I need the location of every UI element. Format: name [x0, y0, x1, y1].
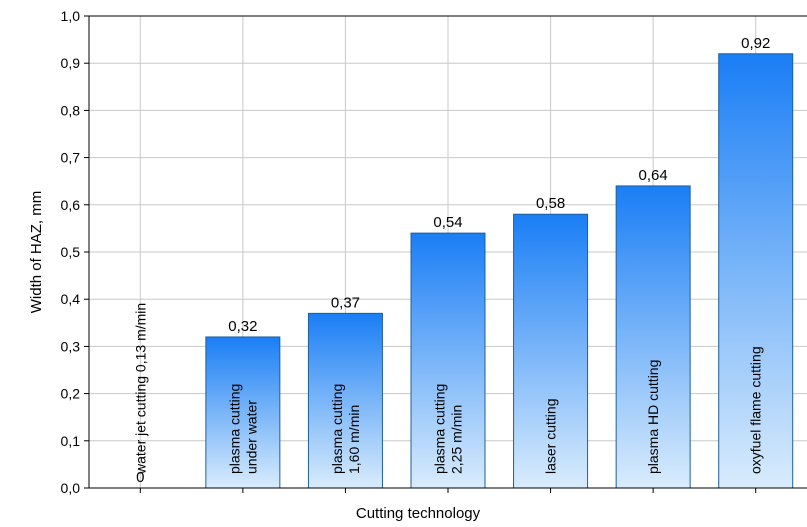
- bar: [513, 213, 589, 489]
- category-label: plasma cutting 1,60 m/min: [329, 384, 362, 474]
- category-label-line: oxyfuel flame cutting: [748, 346, 764, 474]
- y-tick-label: 0,1: [61, 433, 81, 449]
- bar: [718, 53, 794, 489]
- y-tick-label: 0,6: [61, 197, 81, 213]
- y-tick-label: 0,5: [61, 244, 81, 260]
- bar-value-label: 0,64: [639, 167, 668, 184]
- y-tick-label: 0,7: [61, 150, 81, 166]
- category-label-line: plasma cutting: [226, 384, 242, 474]
- category-label: water jet cutting 0,13 m/min: [132, 303, 148, 475]
- x-axis-title: Cutting technology: [356, 505, 481, 522]
- category-label-line: 1,60 m/min: [346, 405, 362, 474]
- bar-value-label: 0,32: [228, 318, 257, 335]
- axes: [84, 15, 807, 493]
- category-label: laser cutting: [543, 399, 559, 474]
- y-tick-label: 0,4: [61, 291, 81, 307]
- bar: [615, 185, 691, 489]
- y-tick-label: 0,8: [61, 102, 81, 118]
- category-label-line: under water: [243, 400, 259, 474]
- bar-value-label: 0,58: [536, 195, 565, 212]
- y-tick-label: 1,0: [61, 8, 81, 24]
- bar-value-label: 0,37: [331, 294, 360, 311]
- labels: 0,0 0,1 0,2 0,3 0,4 0,5 0,6 0,7 0,8 0,9 1,0 0water …: [61, 8, 771, 496]
- bar-value-label: 0,92: [741, 35, 770, 52]
- category-label: plasma cutting 2,25 m/min: [432, 384, 465, 474]
- y-tick-label: 0,9: [61, 55, 81, 71]
- category-label: plasma cutting under water: [226, 384, 259, 474]
- category-label-line: laser cutting: [543, 399, 559, 474]
- y-tick-label: 0,3: [61, 338, 81, 354]
- category-label-line: plasma HD cutting: [645, 360, 661, 474]
- bar: [307, 312, 383, 489]
- category-label-line: plasma cutting: [329, 384, 345, 474]
- y-tick-label: 0,0: [61, 480, 81, 496]
- category-label-line: water jet cutting 0,13 m/min: [132, 303, 148, 475]
- bar-value-label: 0: [136, 469, 144, 486]
- bar: [410, 232, 486, 489]
- bar-value-label: 0,54: [433, 214, 462, 231]
- y-tick-label: 0,2: [61, 386, 81, 402]
- category-label: plasma HD cutting: [645, 360, 661, 474]
- bar: [205, 336, 281, 489]
- category-label: oxyfuel flame cutting: [748, 346, 764, 474]
- category-label-line: 2,25 m/min: [449, 405, 465, 474]
- y-axis-title: Width of HAZ, mm: [28, 191, 45, 314]
- bars: [205, 53, 794, 489]
- category-label-line: plasma cutting: [432, 384, 448, 474]
